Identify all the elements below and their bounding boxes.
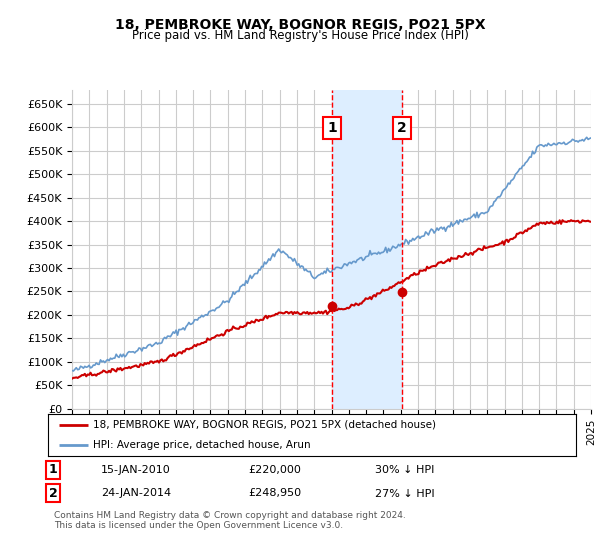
Bar [332, 90, 402, 409]
Text: Price paid vs. HM Land Registry's House Price Index (HPI): Price paid vs. HM Land Registry's House … [131, 29, 469, 42]
Text: £248,950: £248,950 [248, 488, 302, 498]
Text: 18, PEMBROKE WAY, BOGNOR REGIS, PO21 5PX (detached house): 18, PEMBROKE WAY, BOGNOR REGIS, PO21 5PX… [93, 420, 436, 430]
Text: 1: 1 [328, 121, 337, 135]
Text: Contains HM Land Registry data © Crown copyright and database right 2024.
This d: Contains HM Land Registry data © Crown c… [54, 511, 406, 530]
Text: 1: 1 [49, 463, 58, 476]
Text: £220,000: £220,000 [248, 465, 302, 475]
Text: 30% ↓ HPI: 30% ↓ HPI [376, 465, 435, 475]
Text: 15-JAN-2010: 15-JAN-2010 [101, 465, 170, 475]
Text: HPI: Average price, detached house, Arun: HPI: Average price, detached house, Arun [93, 440, 311, 450]
Text: 27% ↓ HPI: 27% ↓ HPI [376, 488, 435, 498]
Text: 2: 2 [397, 121, 407, 135]
Text: 24-JAN-2014: 24-JAN-2014 [101, 488, 171, 498]
Text: 18, PEMBROKE WAY, BOGNOR REGIS, PO21 5PX: 18, PEMBROKE WAY, BOGNOR REGIS, PO21 5PX [115, 18, 485, 32]
Text: 2: 2 [49, 487, 58, 500]
